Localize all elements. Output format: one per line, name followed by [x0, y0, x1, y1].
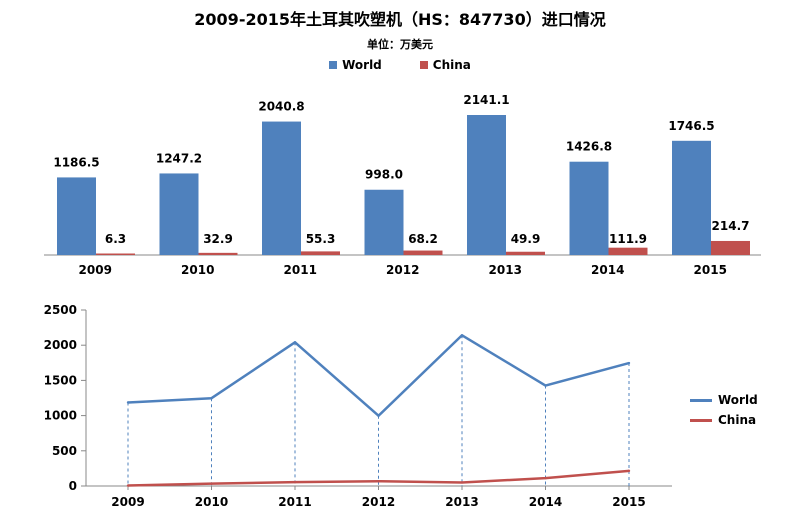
bar-china-2010 — [198, 252, 238, 255]
bar-x-tick-2013: 2013 — [489, 263, 522, 277]
bar-label-world-2010: 1247.2 — [156, 151, 202, 165]
line-legend-label-china: China — [718, 413, 757, 427]
bar-label-world-2013: 2141.1 — [463, 93, 509, 107]
line-legend-item-china: China — [690, 410, 758, 430]
point-world-2009 — [126, 401, 130, 404]
point-china-2010 — [210, 482, 213, 485]
legend-item-world: World — [329, 58, 382, 72]
bar-world-2010 — [159, 173, 199, 255]
line-legend-label-world: World — [718, 393, 758, 407]
point-world-2013 — [460, 334, 464, 337]
line-legend-swatch-china — [690, 418, 712, 422]
bar-world-2011 — [262, 121, 301, 255]
bar-china-2012 — [403, 250, 443, 255]
legend-item-china: China — [419, 58, 471, 72]
series-line-world — [127, 334, 630, 417]
bar-x-tick-2014: 2014 — [591, 263, 624, 277]
line-y-tick-2500: 2500 — [44, 303, 77, 317]
point-china-2014 — [544, 476, 547, 480]
chart-title: 2009-2015年土耳其吹塑机（HS：847730）进口情况 — [194, 10, 606, 29]
bar-label-china-2011: 55.3 — [306, 232, 336, 246]
bar-label-world-2011: 2040.8 — [258, 100, 304, 114]
line-y-tick-1500: 1500 — [44, 373, 77, 387]
bar-label-world-2012: 998.0 — [365, 168, 403, 182]
legend-label-china: China — [432, 58, 471, 72]
bar-label-china-2009: 6.3 — [105, 232, 126, 246]
bar-world-2014 — [569, 161, 609, 255]
point-world-2015 — [627, 361, 631, 365]
line-y-tick-2000: 2000 — [44, 338, 77, 352]
bar-label-world-2009: 1186.5 — [53, 155, 99, 169]
bar-chart: 1186.5 6.3 2009 1247.2 32.9 2010 2040.8 55.3 201… — [44, 93, 761, 277]
bar-china-2011 — [301, 251, 340, 255]
bar-label-world-2015: 1746.5 — [668, 119, 714, 133]
point-world-2014 — [544, 384, 547, 387]
bar-world-2012 — [364, 189, 404, 255]
line-x-tick-2012: 2012 — [362, 495, 395, 509]
bar-label-china-2015: 214.7 — [712, 219, 750, 233]
bar-label-china-2012: 68.2 — [408, 232, 438, 246]
point-china-2012 — [377, 479, 380, 483]
line-x-tick-2014: 2014 — [529, 495, 562, 509]
bar-label-china-2014: 111.9 — [609, 232, 647, 246]
line-x-tick-2010: 2010 — [195, 495, 228, 509]
bar-x-tick-2012: 2012 — [386, 263, 419, 277]
bar-label-world-2014: 1426.8 — [566, 140, 612, 154]
bar-x-tick-2009: 2009 — [79, 263, 112, 277]
chart-subtitle: 单位：万美元 — [367, 38, 433, 51]
legend-swatch-china — [419, 61, 428, 69]
point-china-2011 — [293, 480, 297, 484]
bar-china-2013 — [506, 251, 545, 255]
line-y-tick-500: 500 — [52, 444, 77, 458]
point-china-2015 — [627, 469, 631, 473]
line-legend-swatch-world — [690, 398, 712, 402]
bar-world-2015 — [672, 140, 711, 255]
bar-x-tick-2015: 2015 — [694, 263, 727, 277]
line-y-tick-1000: 1000 — [44, 409, 77, 423]
bar-x-tick-2010: 2010 — [181, 263, 214, 277]
point-world-2010 — [210, 396, 213, 400]
bar-china-2009 — [96, 253, 135, 255]
legend-swatch-world — [329, 61, 338, 69]
point-china-2009 — [126, 484, 130, 487]
point-world-2012 — [377, 414, 380, 417]
bar-china-2014 — [608, 247, 648, 255]
line-x-tick-2009: 2009 — [111, 495, 144, 509]
bar-world-2013 — [467, 115, 506, 255]
bar-label-china-2013: 49.9 — [511, 232, 541, 246]
line-x-tick-2013: 2013 — [445, 495, 478, 509]
point-china-2013 — [460, 481, 464, 484]
bar-x-tick-2011: 2011 — [284, 263, 317, 277]
legend-label-world: World — [342, 58, 382, 72]
bar-label-china-2010: 32.9 — [203, 232, 233, 246]
bar-china-2015 — [711, 240, 750, 255]
line-legend: World China — [690, 390, 758, 430]
line-x-tick-2011: 2011 — [278, 495, 311, 509]
line-y-tick-0: 0 — [69, 479, 77, 493]
bar-world-2009 — [57, 177, 96, 255]
line-legend-item-world: World — [690, 390, 758, 410]
line-x-tick-2015: 2015 — [612, 495, 645, 509]
bar-legend: World China — [0, 58, 800, 72]
point-world-2011 — [293, 341, 297, 344]
